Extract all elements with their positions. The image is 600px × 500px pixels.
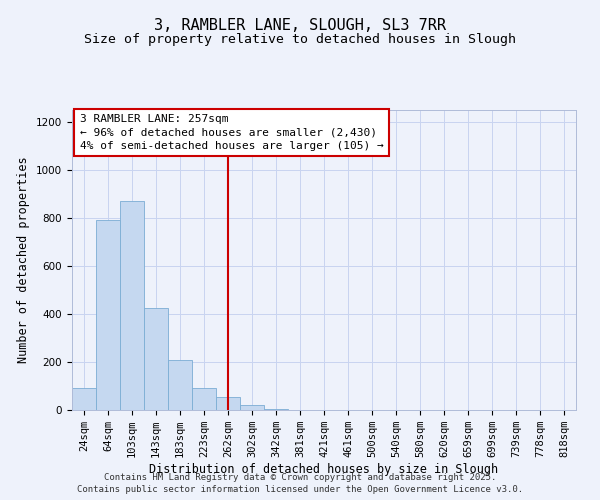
Bar — [120, 201, 144, 410]
Bar — [216, 397, 240, 410]
X-axis label: Distribution of detached houses by size in Slough: Distribution of detached houses by size … — [149, 463, 499, 476]
Bar — [240, 405, 264, 410]
Y-axis label: Number of detached properties: Number of detached properties — [17, 156, 31, 364]
Text: Contains HM Land Registry data © Crown copyright and database right 2025.: Contains HM Land Registry data © Crown c… — [104, 472, 496, 482]
Bar — [192, 388, 216, 410]
Bar — [264, 409, 288, 410]
Bar — [96, 220, 120, 410]
Text: 3, RAMBLER LANE, SLOUGH, SL3 7RR: 3, RAMBLER LANE, SLOUGH, SL3 7RR — [154, 18, 446, 32]
Text: 3 RAMBLER LANE: 257sqm
← 96% of detached houses are smaller (2,430)
4% of semi-d: 3 RAMBLER LANE: 257sqm ← 96% of detached… — [80, 114, 383, 151]
Text: Size of property relative to detached houses in Slough: Size of property relative to detached ho… — [84, 32, 516, 46]
Bar — [168, 360, 192, 410]
Bar — [144, 308, 168, 410]
Text: Contains public sector information licensed under the Open Government Licence v3: Contains public sector information licen… — [77, 485, 523, 494]
Bar — [72, 388, 96, 410]
